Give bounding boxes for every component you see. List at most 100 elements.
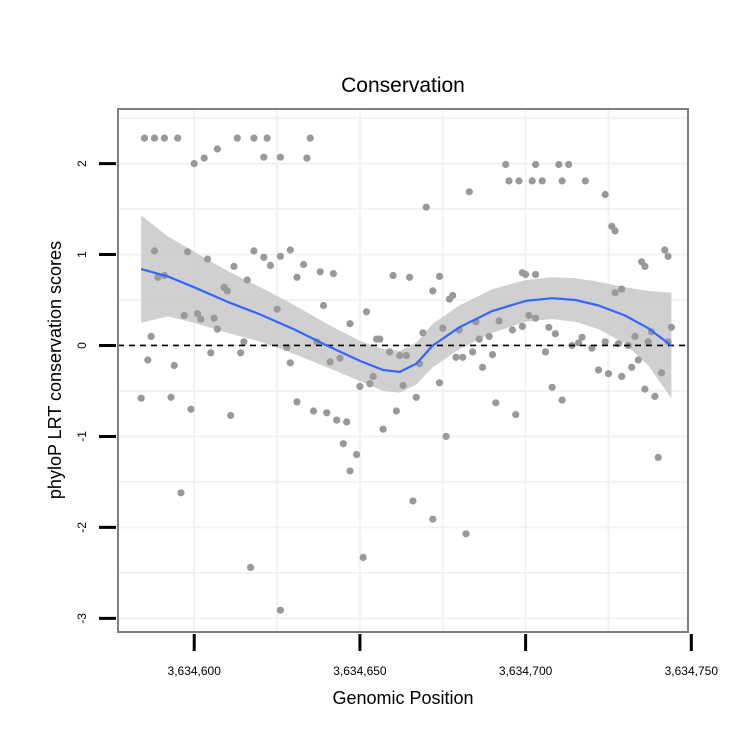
data-point (200, 154, 208, 162)
data-point (190, 160, 198, 168)
data-point (260, 253, 268, 261)
data-point (528, 177, 536, 185)
data-point (512, 411, 520, 419)
data-point (333, 416, 341, 424)
data-point (439, 324, 447, 332)
data-point (336, 354, 344, 362)
x-axis: 3,634,600 3,634,650 3,634,700 3,634,750 (168, 634, 719, 678)
data-point (227, 411, 235, 420)
data-point (611, 289, 619, 297)
data-point (197, 315, 205, 323)
data-point (369, 372, 377, 380)
y-tick-label: 2 (75, 160, 89, 167)
data-point (309, 407, 318, 415)
data-point (362, 308, 371, 316)
data-point (601, 190, 609, 199)
confidence-band (141, 215, 672, 399)
data-point (581, 177, 589, 185)
data-point (664, 252, 672, 260)
data-point (657, 369, 666, 377)
data-point (399, 381, 407, 390)
data-point (445, 295, 453, 303)
data-points (137, 134, 676, 614)
data-point (389, 271, 397, 280)
data-point (641, 262, 649, 270)
data-point (508, 326, 516, 334)
x-axis-label: Genomic Position (332, 688, 473, 708)
data-point (193, 310, 202, 318)
data-point (628, 363, 636, 371)
data-point (230, 262, 238, 270)
data-point (518, 322, 526, 330)
data-point (478, 363, 487, 371)
data-point (273, 305, 281, 313)
data-point (180, 311, 188, 320)
data-point (495, 317, 503, 325)
data-point (618, 285, 626, 293)
data-point (594, 366, 603, 374)
data-point (452, 353, 460, 361)
data-point (213, 145, 221, 153)
data-point (412, 393, 420, 401)
x-tick-label: 3,634,600 (168, 664, 222, 678)
data-point (462, 530, 470, 538)
data-point (548, 383, 556, 391)
data-point (522, 270, 530, 279)
data-point (140, 134, 149, 142)
data-point (435, 379, 444, 387)
data-point (343, 418, 351, 426)
data-point (532, 160, 540, 169)
data-point (319, 301, 328, 310)
data-point (469, 348, 477, 356)
y-tick-label: -1 (75, 431, 89, 442)
data-point (654, 453, 662, 461)
x-tick-label: 3,634,750 (665, 664, 719, 678)
data-point (565, 160, 573, 169)
data-point (170, 361, 178, 370)
data-point (276, 153, 284, 161)
y-tick-label: -3 (75, 613, 89, 624)
data-point (276, 606, 284, 614)
data-point (429, 287, 437, 295)
data-point (502, 160, 510, 169)
data-point (386, 348, 394, 356)
data-point (247, 563, 255, 572)
data-point (210, 314, 218, 322)
data-point (316, 268, 324, 276)
data-point (406, 273, 414, 281)
data-point (240, 338, 248, 346)
data-point (266, 261, 274, 269)
data-point (545, 323, 553, 331)
data-point (329, 270, 337, 278)
data-point (346, 467, 354, 475)
x-tick-label: 3,634,700 (499, 664, 553, 678)
data-point (505, 177, 513, 185)
data-point (184, 248, 192, 256)
data-point (435, 272, 444, 280)
data-point (618, 372, 626, 380)
data-point (667, 323, 676, 331)
data-point (154, 273, 162, 281)
data-point (326, 358, 334, 366)
data-point (422, 203, 430, 211)
data-point (601, 338, 609, 346)
data-point (459, 353, 467, 361)
data-point (604, 370, 613, 378)
data-point (207, 349, 215, 357)
data-point (488, 351, 497, 359)
y-tick-label: 0 (75, 342, 89, 349)
y-axis-label: phyloP LRT conservation scores (45, 241, 65, 499)
data-point (187, 405, 195, 413)
data-point (631, 332, 639, 340)
x-tick-label: 3,634,650 (333, 664, 387, 678)
data-point (147, 332, 155, 340)
data-point (303, 154, 311, 162)
data-point (532, 270, 540, 279)
data-point (419, 329, 427, 337)
data-point (233, 134, 241, 142)
data-point (558, 177, 566, 185)
data-point (515, 177, 523, 185)
data-point (167, 393, 175, 401)
data-point (376, 335, 384, 343)
